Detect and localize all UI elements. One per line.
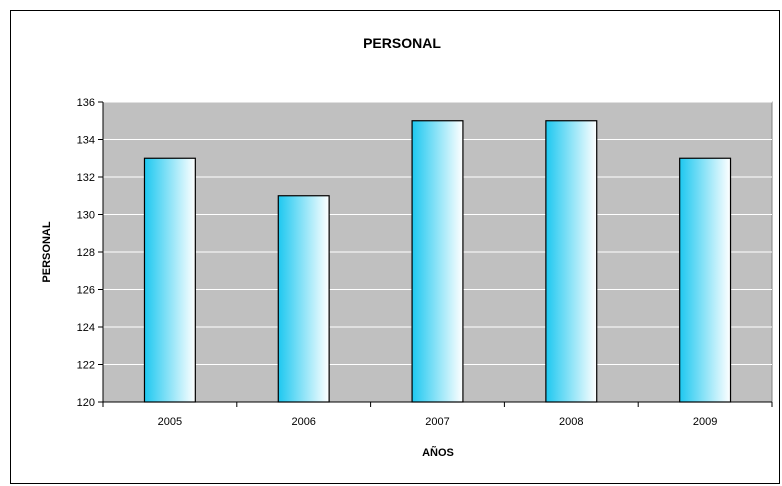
x-tick-label: 2009 [693,416,717,428]
bar-2008 [545,120,598,403]
bar-2005 [143,157,196,403]
x-tick-label: 2007 [425,416,449,428]
x-tick-label: 2006 [291,416,315,428]
y-tick-label: 136 [77,97,95,109]
y-tick-label: 122 [77,360,95,372]
y-tick-label: 132 [77,172,95,184]
y-tick-label: 120 [77,397,95,409]
y-axis-label: PERSONAL [41,221,53,282]
y-tick-label: 124 [77,322,95,334]
y-axis-ticks: 120 122 124 126 128 130 132 134 136 [77,97,103,409]
x-axis-ticks: 2005 2006 2007 2008 2009 [102,402,773,428]
x-tick-label: 2008 [559,416,583,428]
bar-2009 [679,157,732,403]
y-tick-label: 128 [77,247,95,259]
bar-2006 [277,195,330,403]
bar-2007 [411,120,464,403]
x-tick-label: 2005 [158,416,182,428]
chart-title: PERSONAL [363,35,441,51]
y-tick-label: 130 [77,210,95,222]
x-axis-label: AÑOS [422,446,454,459]
y-tick-label: 134 [77,135,95,147]
bars [143,120,732,403]
y-tick-label: 126 [77,285,95,297]
